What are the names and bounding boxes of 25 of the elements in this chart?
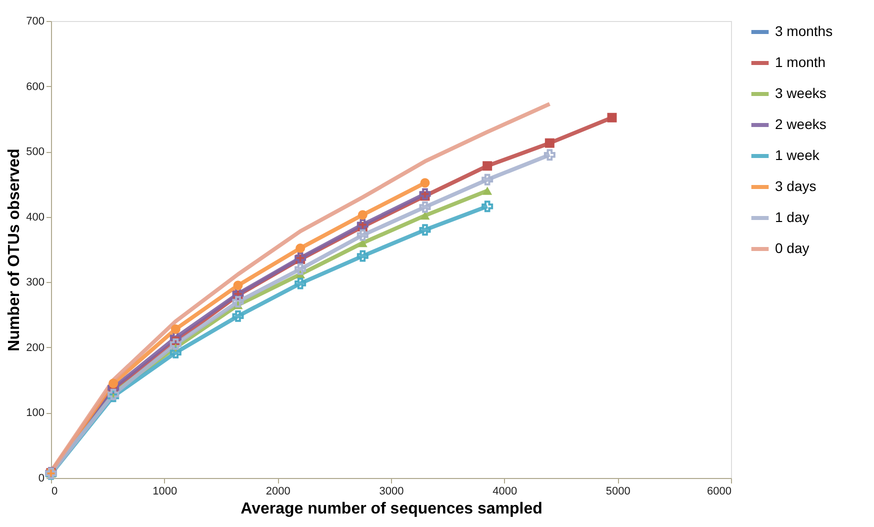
legend-label: 0 day <box>775 240 810 256</box>
x-tick-label: 3000 <box>379 486 404 498</box>
y-tick-label: 600 <box>26 80 44 93</box>
x-tick-label: 5000 <box>606 486 630 498</box>
legend-label: 3 months <box>775 23 833 39</box>
y-tick-label: 200 <box>26 342 44 354</box>
y-tick-label: 700 <box>26 16 44 28</box>
y-axis-title: Number of OTUs observed <box>6 148 24 352</box>
y-tick-label: 500 <box>26 146 44 158</box>
x-tick-label: 6000 <box>707 486 732 498</box>
legend-label: 1 month <box>775 54 826 70</box>
x-tick-label: 0 <box>52 486 58 498</box>
legend-label: 3 days <box>775 178 816 194</box>
x-axis-title: Average number of sequences sampled <box>240 500 542 518</box>
legend-label: 1 week <box>775 147 820 163</box>
x-tick-label: 2000 <box>266 486 290 498</box>
legend-label: 1 day <box>775 209 810 225</box>
x-tick-label: 1000 <box>152 486 178 498</box>
legend-label: 2 weeks <box>775 116 826 132</box>
legend-label: 3 weeks <box>775 85 826 101</box>
y-tick-label: 0 <box>38 472 44 484</box>
y-tick-label: 400 <box>26 211 44 224</box>
y-tick-label: 100 <box>26 407 44 420</box>
x-tick-label: 4000 <box>492 486 518 498</box>
y-tick-label: 300 <box>26 276 44 289</box>
